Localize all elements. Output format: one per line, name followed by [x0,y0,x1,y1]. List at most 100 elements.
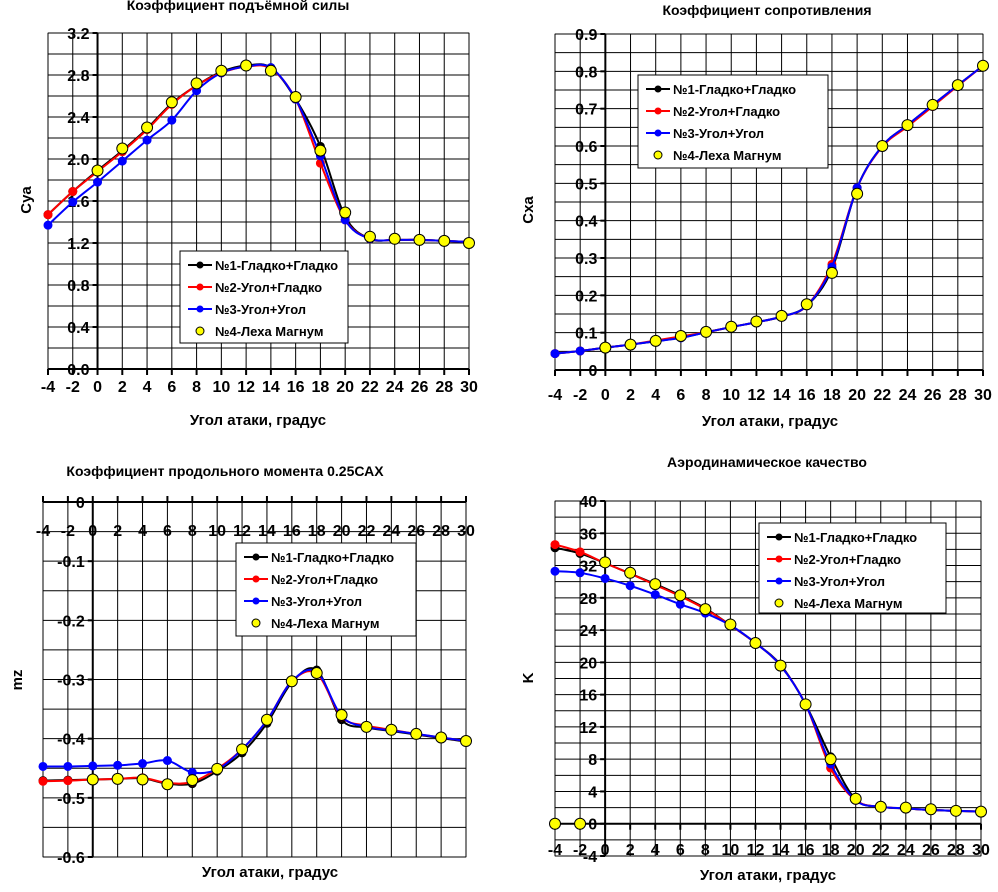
data-point-marker [165,96,178,109]
data-point-marker [599,556,612,569]
x-tick-label: 22 [361,379,379,396]
data-point-marker [800,298,813,311]
y-tick-label: 0.0 [67,362,89,379]
data-point [550,566,560,576]
x-tick-label: 20 [848,387,866,404]
legend-label: №3-Угол+Угол [673,126,764,141]
legend-marker-icon [252,597,260,605]
data-point [625,581,635,591]
data-point-marker [463,237,475,249]
x-tick-label: 0 [93,379,102,396]
x-tick-label: 8 [188,523,197,540]
legend-label: №1-Гладко+Гладко [215,258,338,273]
legend-box [179,250,349,344]
x-tick-label: -2 [573,842,587,859]
x-tick-label: 30 [974,387,992,404]
data-point-marker [549,817,561,830]
x-tick-label: -2 [66,379,80,396]
data-point [142,135,152,145]
data-point [113,760,123,770]
x-axis-label: Угол атаки, градус [190,412,326,429]
x-tick-label: 4 [143,379,152,396]
data-point-marker [86,773,99,786]
y-tick-label: 2.4 [67,110,89,127]
legend-item: №2-Угол+Гладко [767,552,901,567]
legend: №1-Гладко+Гладко №2-Угол+Гладко №3-Угол+Уг… [235,542,417,637]
y-tick-label: 0 [588,817,597,834]
legend-label: №4-Леха Магнум [673,148,781,163]
legend-label: №4-Леха Магнум [794,596,902,611]
legend-marker-icon [196,261,204,269]
legend-box [637,74,829,169]
x-tick-label: 2 [118,379,127,396]
data-point-marker [413,233,426,246]
x-tick-label: 10 [722,842,740,859]
x-tick-label: 18 [823,387,841,404]
y-tick-label: 20 [579,655,597,672]
x-tick-label: 6 [163,523,172,540]
x-tick-label: 12 [747,842,765,859]
x-tick-label: 14 [772,842,790,859]
data-point-marker [874,800,887,813]
chart-mz: -4 -2 0 2 4 6 8 10 12 14 16 18 20 22 24 26 28 30-0.6-0.5-… [9,463,475,881]
legend-item: №4-Леха Магнум [653,148,781,163]
data-point-marker [624,566,637,579]
x-tick-label: 20 [847,842,865,859]
legend-marker-icon [775,577,783,585]
y-tick-label: 2.8 [67,68,89,85]
legend-label: №3-Угол+Угол [794,574,885,589]
legend-label: №2-Угол+Гладко [794,552,901,567]
data-point-marker [136,773,149,786]
y-tick-label: 0.1 [575,326,597,343]
legend-marker-icon [252,553,260,561]
x-tick-label: 12 [237,379,255,396]
data-point-marker [700,325,713,338]
y-tick-label: 0.9 [575,27,597,44]
x-tick-label: -2 [573,387,587,404]
data-point-marker [674,330,687,343]
x-tick-label: 2 [113,523,122,540]
data-point-marker [260,713,273,726]
x-tick-label: 8 [192,379,201,396]
y-tick-label: -0.1 [57,554,85,571]
data-point-marker [141,121,154,134]
x-tick-label: 10 [212,379,230,396]
y-tick-label: -0.4 [57,732,85,749]
x-tick-label: 26 [411,379,429,396]
y-tick-label: 3.2 [67,26,89,43]
legend-item: №4-Леха Магнум [774,596,902,611]
data-point-marker [724,618,737,631]
legend-marker-icon [775,533,783,541]
x-tick-label: 6 [676,387,685,404]
series-4 [549,556,987,830]
data-point-marker [335,709,348,721]
x-tick-label: 2 [626,842,635,859]
x-tick-label: 6 [167,379,176,396]
x-tick-label: 12 [233,523,251,540]
data-point-marker [924,803,937,816]
legend-label: №3-Угол+Угол [215,302,306,317]
data-point-marker [435,731,448,744]
data-point-marker [926,98,939,111]
data-point-marker [750,315,763,328]
x-tick-label: 26 [922,842,940,859]
y-tick-label: 12 [579,720,597,737]
data-point [575,568,585,578]
data-point [675,599,685,609]
data-point [550,349,560,359]
data-point-marker [215,64,228,77]
data-point [575,346,585,356]
data-point [600,573,610,583]
legend-label: №2-Угол+Гладко [215,280,322,295]
x-tick-label: 10 [208,523,226,540]
x-tick-label: 24 [899,387,917,404]
y-tick-label: -0.2 [57,613,85,630]
legend-item: №3-Угол+Угол [188,302,306,317]
y-tick-label: 36 [579,526,597,543]
data-point-marker [363,230,376,243]
y-tick-label: 4 [588,784,597,801]
x-tick-label: 16 [797,842,815,859]
y-tick-label: -0.5 [57,791,85,808]
y-tick-label: 0.6 [575,139,597,156]
data-point-marker [240,59,253,72]
